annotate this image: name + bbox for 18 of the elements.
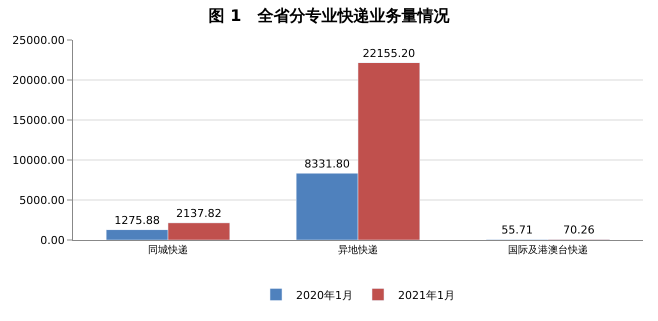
- legend-label: 2021年1月: [398, 288, 455, 302]
- x-tick-label: 国际及港澳台快递: [508, 244, 588, 256]
- y-tick-label: 0.00: [40, 234, 65, 247]
- y-tick-label: 20000.00: [12, 74, 65, 87]
- chart-title: 图 1 全省分专业快递业务量情况: [208, 6, 450, 25]
- y-tick-label: 10000.00: [12, 154, 65, 167]
- y-tick-label: 5000.00: [19, 194, 65, 207]
- y-tick-label: 15000.00: [12, 114, 65, 127]
- data-label: 22155.20: [362, 46, 416, 60]
- legend-label: 2020年1月: [296, 288, 353, 302]
- y-tick-label: 25000.00: [12, 34, 65, 47]
- data-label: 2137.82: [176, 206, 222, 220]
- data-label: 55.71: [501, 224, 533, 237]
- x-tick-label: 同城快递: [148, 244, 188, 256]
- data-label: 1275.88: [114, 214, 160, 227]
- data-label: 70.26: [563, 223, 595, 236]
- x-tick-label: 异地快递: [338, 244, 378, 256]
- data-label: 8331.80: [304, 157, 350, 170]
